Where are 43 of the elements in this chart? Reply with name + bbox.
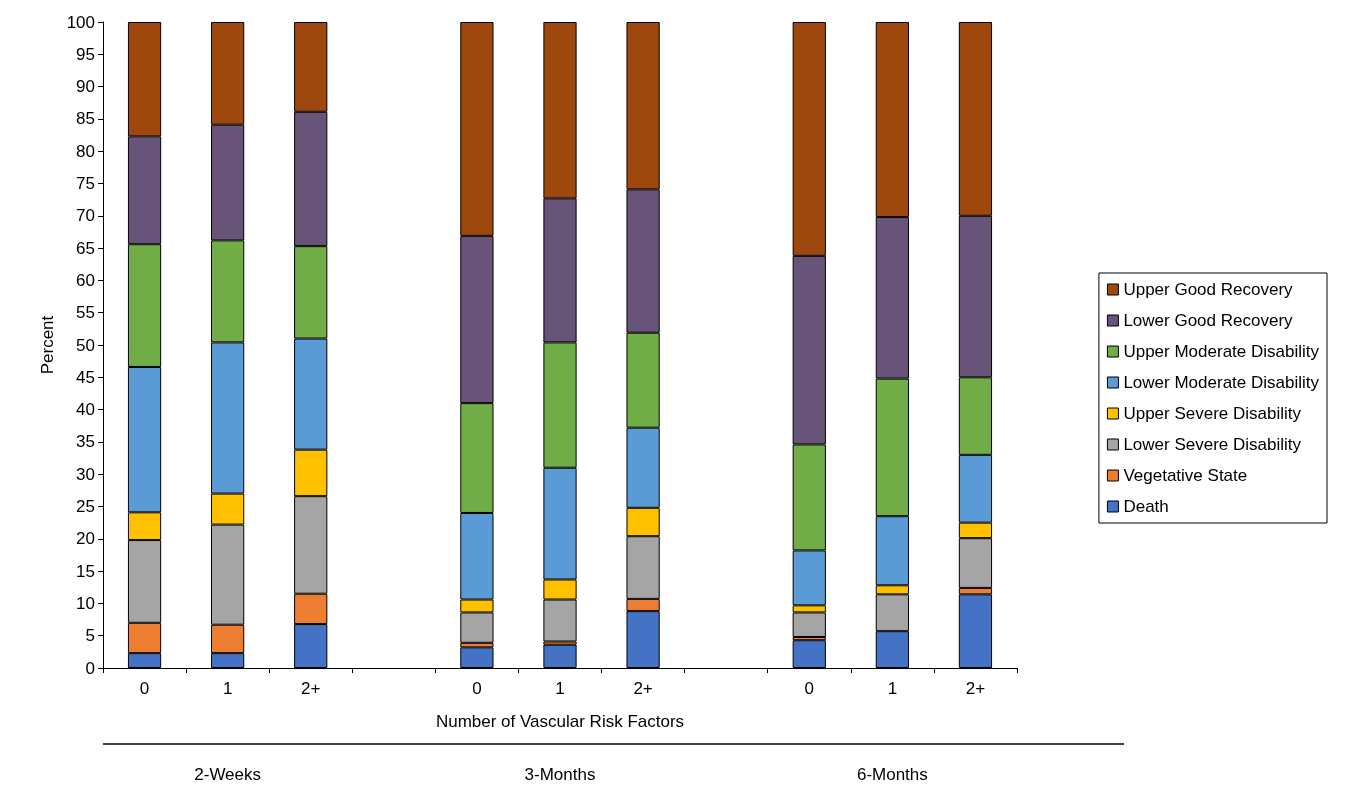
legend-label: Death xyxy=(1123,497,1169,516)
y-tick-label: 10 xyxy=(76,593,95,613)
y-tick-label: 95 xyxy=(76,44,95,64)
y-tick-label: 5 xyxy=(85,626,95,646)
x-tick-label: 1 xyxy=(555,679,565,698)
y-tick-label: 30 xyxy=(76,464,95,484)
y-tick-label: 25 xyxy=(76,497,95,516)
x-tick-label: 1 xyxy=(222,679,233,698)
text: 2-Weeks xyxy=(194,764,262,784)
legend-label: Upper Moderate Disability xyxy=(1123,342,1320,361)
y-tick-label: 50 xyxy=(76,335,95,355)
legend-label: Upper Good Recovery xyxy=(1123,280,1294,299)
y-tick-label: 55 xyxy=(76,303,95,323)
y-tick-label: 15 xyxy=(76,561,95,581)
legend-label: Upper Severe Disability xyxy=(1123,404,1302,423)
y-tick-label: 65 xyxy=(76,238,95,258)
y-tick-label: 35 xyxy=(76,432,95,452)
y-tick-label: 60 xyxy=(76,270,95,290)
x-tick-label: 2+ xyxy=(301,679,321,698)
y-tick-label: 100 xyxy=(66,12,95,32)
legend-label: Lower Moderate Disability xyxy=(1123,373,1320,392)
y-tick-label: 70 xyxy=(76,206,95,226)
y-tick-label: 0 xyxy=(85,658,95,678)
y-axis-title: Percent xyxy=(37,315,57,375)
x-tick-label: 2+ xyxy=(965,679,986,698)
y-tick-label: 85 xyxy=(76,109,95,129)
legend-label: Vegetative State xyxy=(1123,466,1248,485)
x-tick-label: 1 xyxy=(887,679,898,698)
legend-label: Lower Severe Disability xyxy=(1123,435,1302,454)
y-tick-label: 75 xyxy=(76,174,95,193)
x-tick-label: 0 xyxy=(472,679,482,698)
y-tick-label: 80 xyxy=(76,141,95,161)
x-tick-label: 2+ xyxy=(633,679,653,698)
y-tick-label: 45 xyxy=(76,367,95,387)
x-tick-label: 0 xyxy=(804,679,815,698)
x-tick-label: 0 xyxy=(139,679,150,698)
y-tick-label: 90 xyxy=(76,77,95,97)
text: 6-Months xyxy=(856,764,928,784)
y-tick-label: 40 xyxy=(76,400,95,420)
y-tick-label: 20 xyxy=(76,529,95,549)
x-axis-title: Number of Vascular Risk Factors xyxy=(435,712,685,731)
text: 3-Months xyxy=(524,764,596,784)
legend-label: Lower Good Recovery xyxy=(1123,311,1294,330)
